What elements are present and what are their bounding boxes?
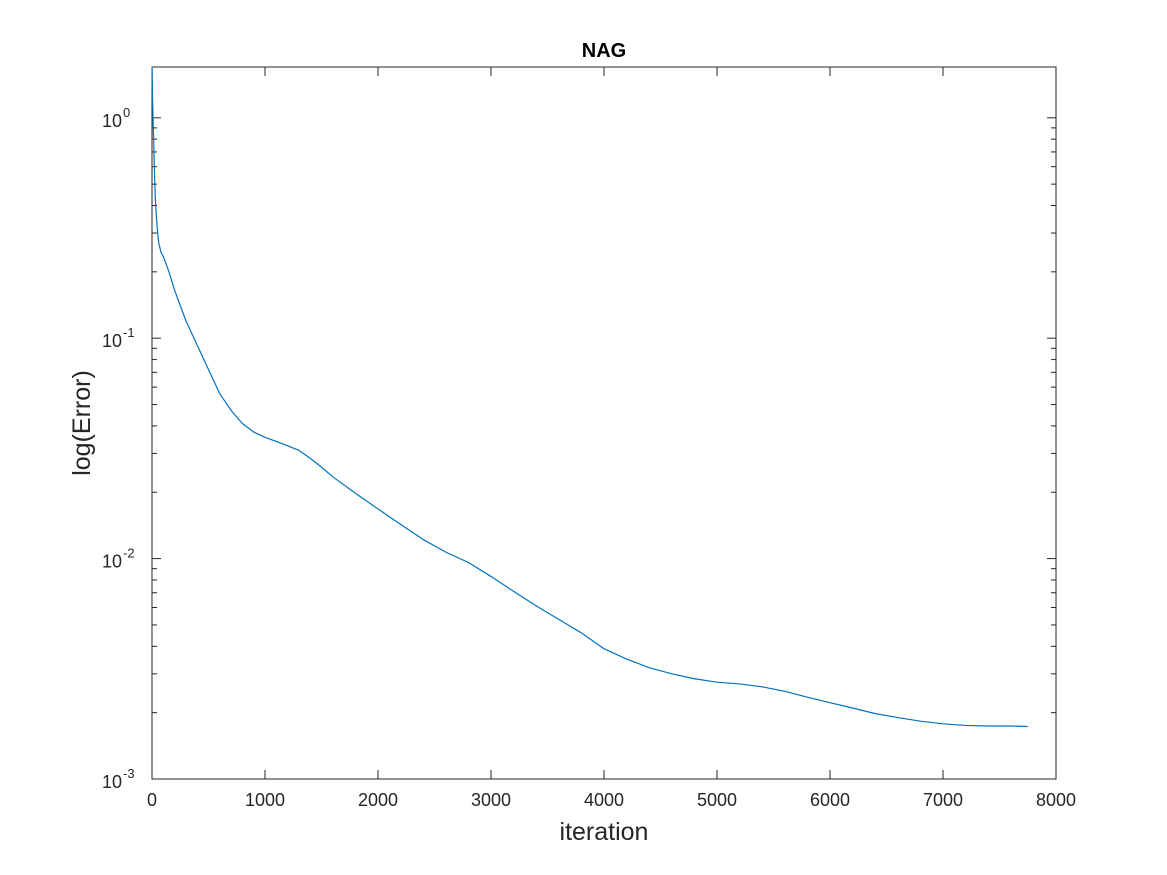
y-tick-label-base: 10 (102, 772, 122, 792)
y-tick-label-base: 10 (102, 552, 122, 572)
y-tick-label-exponent: -3 (123, 766, 135, 781)
x-axis-ticks (151, 67, 1057, 779)
y-tick-label: 10 (102, 111, 122, 131)
axes-box (151, 66, 1057, 780)
series-line (151, 66, 1028, 728)
x-tick-label: 5000 (697, 790, 737, 810)
x-axis-tick-labels: 0 1000 2000 3000 4000 5000 6000 7000 8000 (147, 790, 1076, 810)
chart-title: NAG (582, 40, 626, 62)
x-tick-label: 0 (147, 790, 157, 810)
y-tick-label-base: 10 (102, 111, 122, 131)
y-tick-label: 10 (102, 772, 122, 792)
x-tick-label: 6000 (810, 790, 850, 810)
x-tick-label: 8000 (1036, 790, 1076, 810)
y-tick-label-exponent: 0 (123, 105, 130, 120)
y-tick-label-exponent: -1 (123, 325, 135, 340)
x-tick-label: 7000 (923, 790, 963, 810)
y-axis-ticks (152, 117, 1056, 780)
x-tick-label: 1000 (245, 790, 285, 810)
y-axis-title: log(Error) (68, 370, 96, 476)
y-tick-label-exponent: -2 (123, 546, 135, 561)
x-tick-label: 3000 (471, 790, 511, 810)
x-tick-label: 2000 (358, 790, 398, 810)
x-tick-label: 4000 (584, 790, 624, 810)
y-tick-label: 10 (102, 552, 122, 572)
y-tick-label-base: 10 (102, 331, 122, 351)
x-axis-title: iteration (560, 818, 649, 846)
y-tick-label: 10 (102, 331, 122, 351)
plot-area: 0 1000 2000 3000 4000 5000 6000 7000 8000 10 -310… (102, 66, 1076, 810)
